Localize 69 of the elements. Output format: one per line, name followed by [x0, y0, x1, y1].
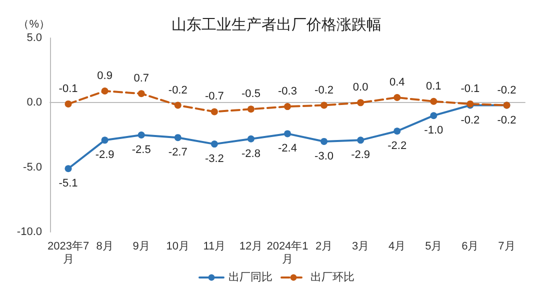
point: [101, 88, 108, 95]
data-label: -0.7: [204, 90, 224, 103]
point: [320, 102, 328, 109]
data-label: -1.0: [424, 124, 444, 137]
x-tick-label: 9月: [132, 240, 150, 252]
data-label: -2.5: [132, 144, 151, 156]
x-tick-label: 6月: [462, 240, 479, 252]
data-label: -0.2: [497, 84, 516, 96]
data-label: -0.2: [168, 84, 188, 96]
point: [247, 135, 254, 142]
data-label: -2.9: [95, 149, 114, 162]
data-label: -0.2: [460, 114, 480, 126]
data-label: 0.1: [426, 80, 442, 92]
y-tick-label: -10.0: [16, 226, 42, 238]
point: [284, 103, 291, 110]
y-tick-label: 0.0: [26, 96, 42, 109]
y-tick-label: -5.0: [23, 161, 42, 174]
data-label: -2.9: [351, 149, 370, 162]
y-tick-label: 5.0: [26, 32, 42, 44]
data-label: 0.9: [97, 70, 112, 82]
x-tick-label: 8月: [96, 240, 114, 252]
point: [64, 100, 72, 108]
point: [138, 90, 145, 98]
chart-title: 山东工业生产者出厂价格涨跌幅: [172, 16, 382, 34]
point: [210, 140, 218, 148]
x-tick-label: 11月: [203, 240, 226, 252]
x-tick-label: 3月: [352, 240, 370, 252]
x-tick-label: 4月: [388, 240, 406, 252]
data-label: 0.7: [134, 72, 149, 85]
x-tick-label: 2024年1月: [266, 240, 308, 266]
data-label: -2.2: [388, 140, 407, 152]
data-label: -0.3: [278, 86, 297, 98]
data-label: 0.4: [389, 76, 405, 88]
x-tick-label: 10月: [166, 240, 190, 252]
data-label: -0.1: [460, 82, 480, 95]
point: [430, 112, 438, 120]
point: [357, 99, 364, 106]
x-tick-label: 2月: [315, 240, 333, 252]
data-label: -2.7: [168, 146, 188, 159]
x-tick-label: 5月: [425, 240, 442, 252]
point: [64, 165, 72, 172]
data-label: -0.2: [497, 114, 516, 126]
data-label: -0.1: [58, 82, 78, 95]
legend-label: 出厂同比: [228, 270, 272, 284]
point: [284, 130, 291, 138]
x-tick-label: 12月: [239, 240, 263, 252]
data-label: -0.5: [241, 88, 260, 100]
data-label: -5.1: [58, 178, 78, 190]
x-tick-label: 7月: [498, 240, 516, 252]
data-label: 0.0: [352, 82, 368, 94]
point: [101, 136, 108, 144]
point: [174, 134, 182, 142]
point: [210, 108, 218, 116]
y-axis-title: （%）: [18, 18, 50, 30]
legend-label: 出厂环比: [310, 270, 354, 284]
point: [394, 94, 401, 101]
point: [138, 132, 145, 138]
data-label: -2.4: [278, 142, 297, 155]
data-label: -0.2: [314, 84, 334, 96]
data-label: -2.8: [241, 148, 260, 160]
point: [430, 98, 438, 105]
data-label: -3.0: [314, 150, 334, 162]
x-tick-label: 2023年7月: [47, 240, 90, 266]
point: [174, 102, 182, 109]
point: [320, 138, 328, 145]
data-label: -3.2: [204, 153, 224, 166]
point: [247, 106, 254, 113]
point: [357, 136, 364, 144]
point: [394, 128, 401, 135]
